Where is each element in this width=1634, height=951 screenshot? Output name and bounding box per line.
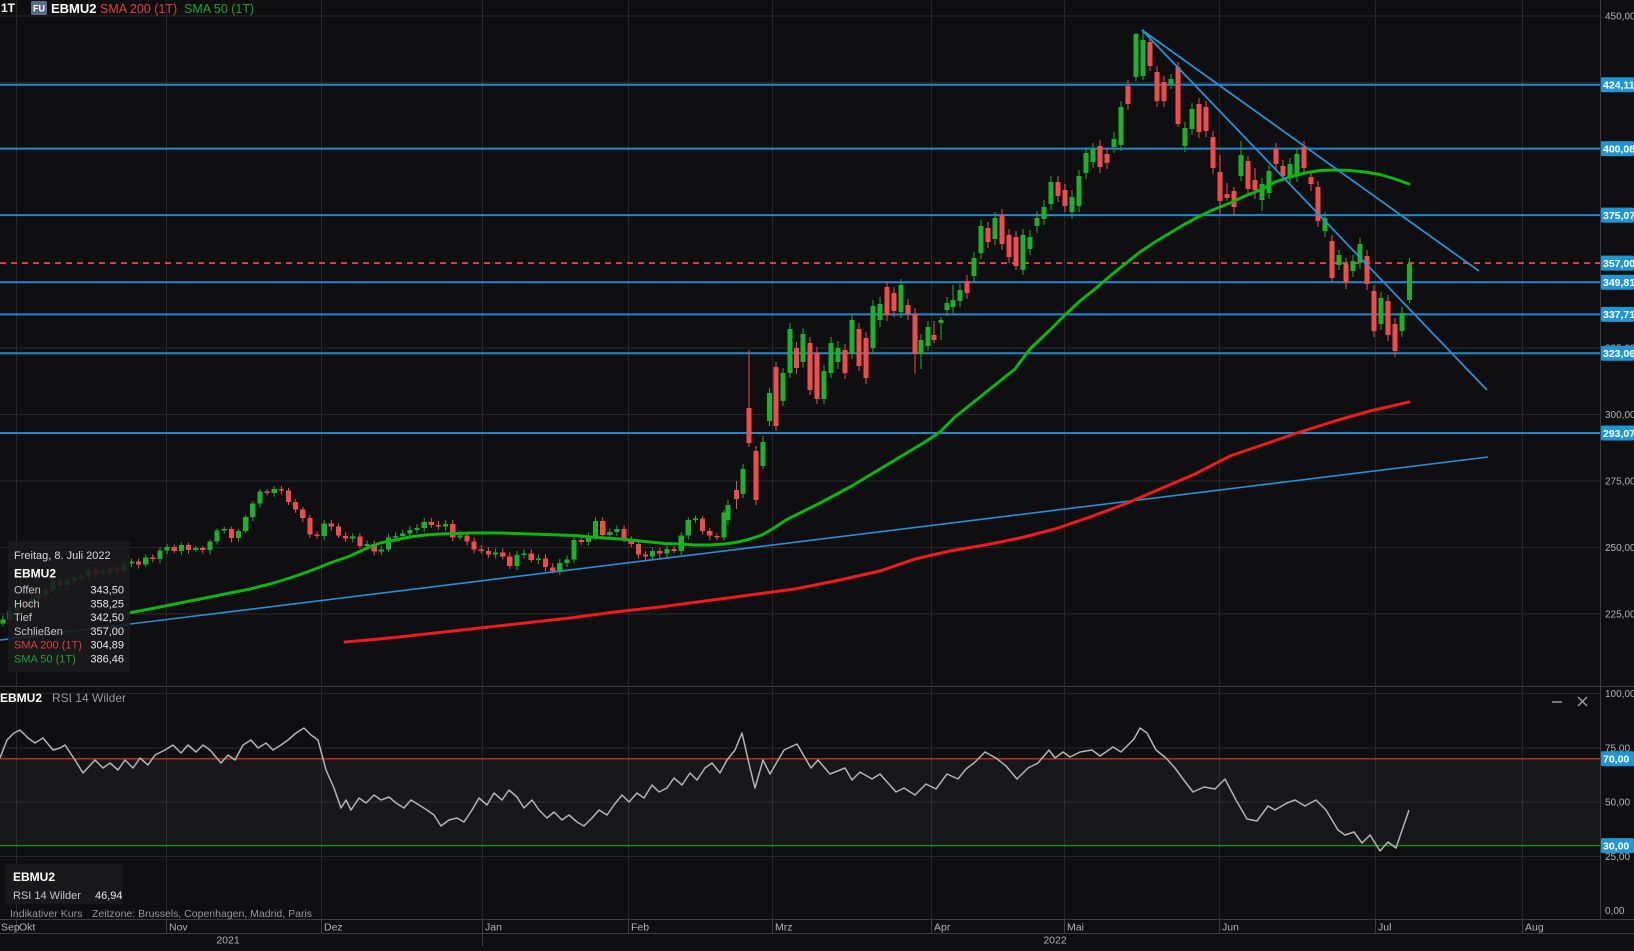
- svg-text:342,50: 342,50: [90, 612, 124, 624]
- svg-text:SMA 50 (1T): SMA 50 (1T): [184, 2, 254, 16]
- svg-text:Zeitzone: Brussels, Copenhagen: Zeitzone: Brussels, Copenhagen, Madrid, …: [92, 908, 312, 920]
- svg-text:0,00: 0,00: [1605, 906, 1625, 917]
- svg-text:RSI 14 Wilder: RSI 14 Wilder: [52, 691, 126, 705]
- svg-text:100,00: 100,00: [1605, 689, 1634, 700]
- svg-text:Schließen: Schließen: [14, 626, 63, 638]
- svg-text:70,00: 70,00: [1603, 754, 1629, 766]
- svg-text:EBMU2: EBMU2: [14, 567, 56, 581]
- svg-text:75,00: 75,00: [1605, 743, 1630, 754]
- svg-text:337,71: 337,71: [1603, 309, 1634, 321]
- svg-text:Hoch: Hoch: [14, 598, 40, 610]
- svg-text:FU: FU: [33, 4, 45, 14]
- svg-text:SMA 200 (1T): SMA 200 (1T): [100, 2, 177, 16]
- svg-text:Sep: Sep: [1, 922, 20, 934]
- svg-text:358,25: 358,25: [90, 598, 124, 610]
- svg-text:304,89: 304,89: [90, 640, 124, 652]
- svg-text:1T: 1T: [1, 1, 16, 15]
- svg-text:Nov: Nov: [169, 922, 188, 934]
- svg-text:343,50: 343,50: [90, 585, 124, 597]
- svg-text:Jan: Jan: [485, 922, 502, 934]
- svg-text:293,07: 293,07: [1603, 428, 1634, 440]
- svg-text:400,08: 400,08: [1603, 143, 1634, 155]
- svg-text:450,00: 450,00: [1605, 12, 1634, 23]
- svg-text:SMA 50 (1T): SMA 50 (1T): [14, 654, 76, 666]
- svg-text:Freitag, 8. Juli 2022: Freitag, 8. Juli 2022: [14, 550, 111, 562]
- svg-text:Offen: Offen: [14, 585, 41, 597]
- svg-text:Okt: Okt: [19, 922, 35, 934]
- svg-text:357,00: 357,00: [90, 626, 124, 638]
- svg-text:EBMU2: EBMU2: [51, 1, 97, 16]
- svg-text:EBMU2: EBMU2: [13, 870, 55, 884]
- svg-text:Tief: Tief: [14, 612, 33, 624]
- svg-text:225,00: 225,00: [1605, 609, 1634, 620]
- svg-text:Jul: Jul: [1378, 922, 1391, 934]
- svg-text:2021: 2021: [216, 935, 240, 947]
- svg-text:424,11: 424,11: [1603, 80, 1634, 92]
- svg-text:Dez: Dez: [324, 922, 343, 934]
- svg-text:275,00: 275,00: [1605, 476, 1634, 487]
- svg-text:Mrz: Mrz: [775, 922, 793, 934]
- svg-text:250,00: 250,00: [1605, 543, 1634, 554]
- svg-text:25,00: 25,00: [1605, 852, 1630, 863]
- svg-text:Feb: Feb: [631, 922, 649, 934]
- svg-text:50,00: 50,00: [1605, 798, 1630, 809]
- svg-text:46,94: 46,94: [95, 890, 123, 902]
- svg-text:Aug: Aug: [1525, 922, 1544, 934]
- svg-text:375,07: 375,07: [1603, 210, 1634, 222]
- svg-text:RSI 14 Wilder: RSI 14 Wilder: [13, 890, 81, 902]
- svg-text:2022: 2022: [1043, 935, 1067, 947]
- svg-text:323,06: 323,06: [1603, 348, 1634, 360]
- svg-text:349,81: 349,81: [1603, 277, 1634, 289]
- svg-text:Jun: Jun: [1222, 922, 1239, 934]
- svg-text:300,00: 300,00: [1605, 410, 1634, 421]
- svg-text:30,00: 30,00: [1603, 840, 1629, 852]
- svg-text:Apr: Apr: [934, 922, 951, 934]
- svg-text:Mai: Mai: [1067, 922, 1084, 934]
- svg-text:Indikativer Kurs: Indikativer Kurs: [10, 908, 82, 920]
- svg-text:386,46: 386,46: [90, 654, 124, 666]
- svg-text:SMA 200 (1T): SMA 200 (1T): [14, 640, 82, 652]
- svg-text:357,00: 357,00: [1603, 258, 1634, 270]
- svg-text:EBMU2: EBMU2: [0, 691, 42, 705]
